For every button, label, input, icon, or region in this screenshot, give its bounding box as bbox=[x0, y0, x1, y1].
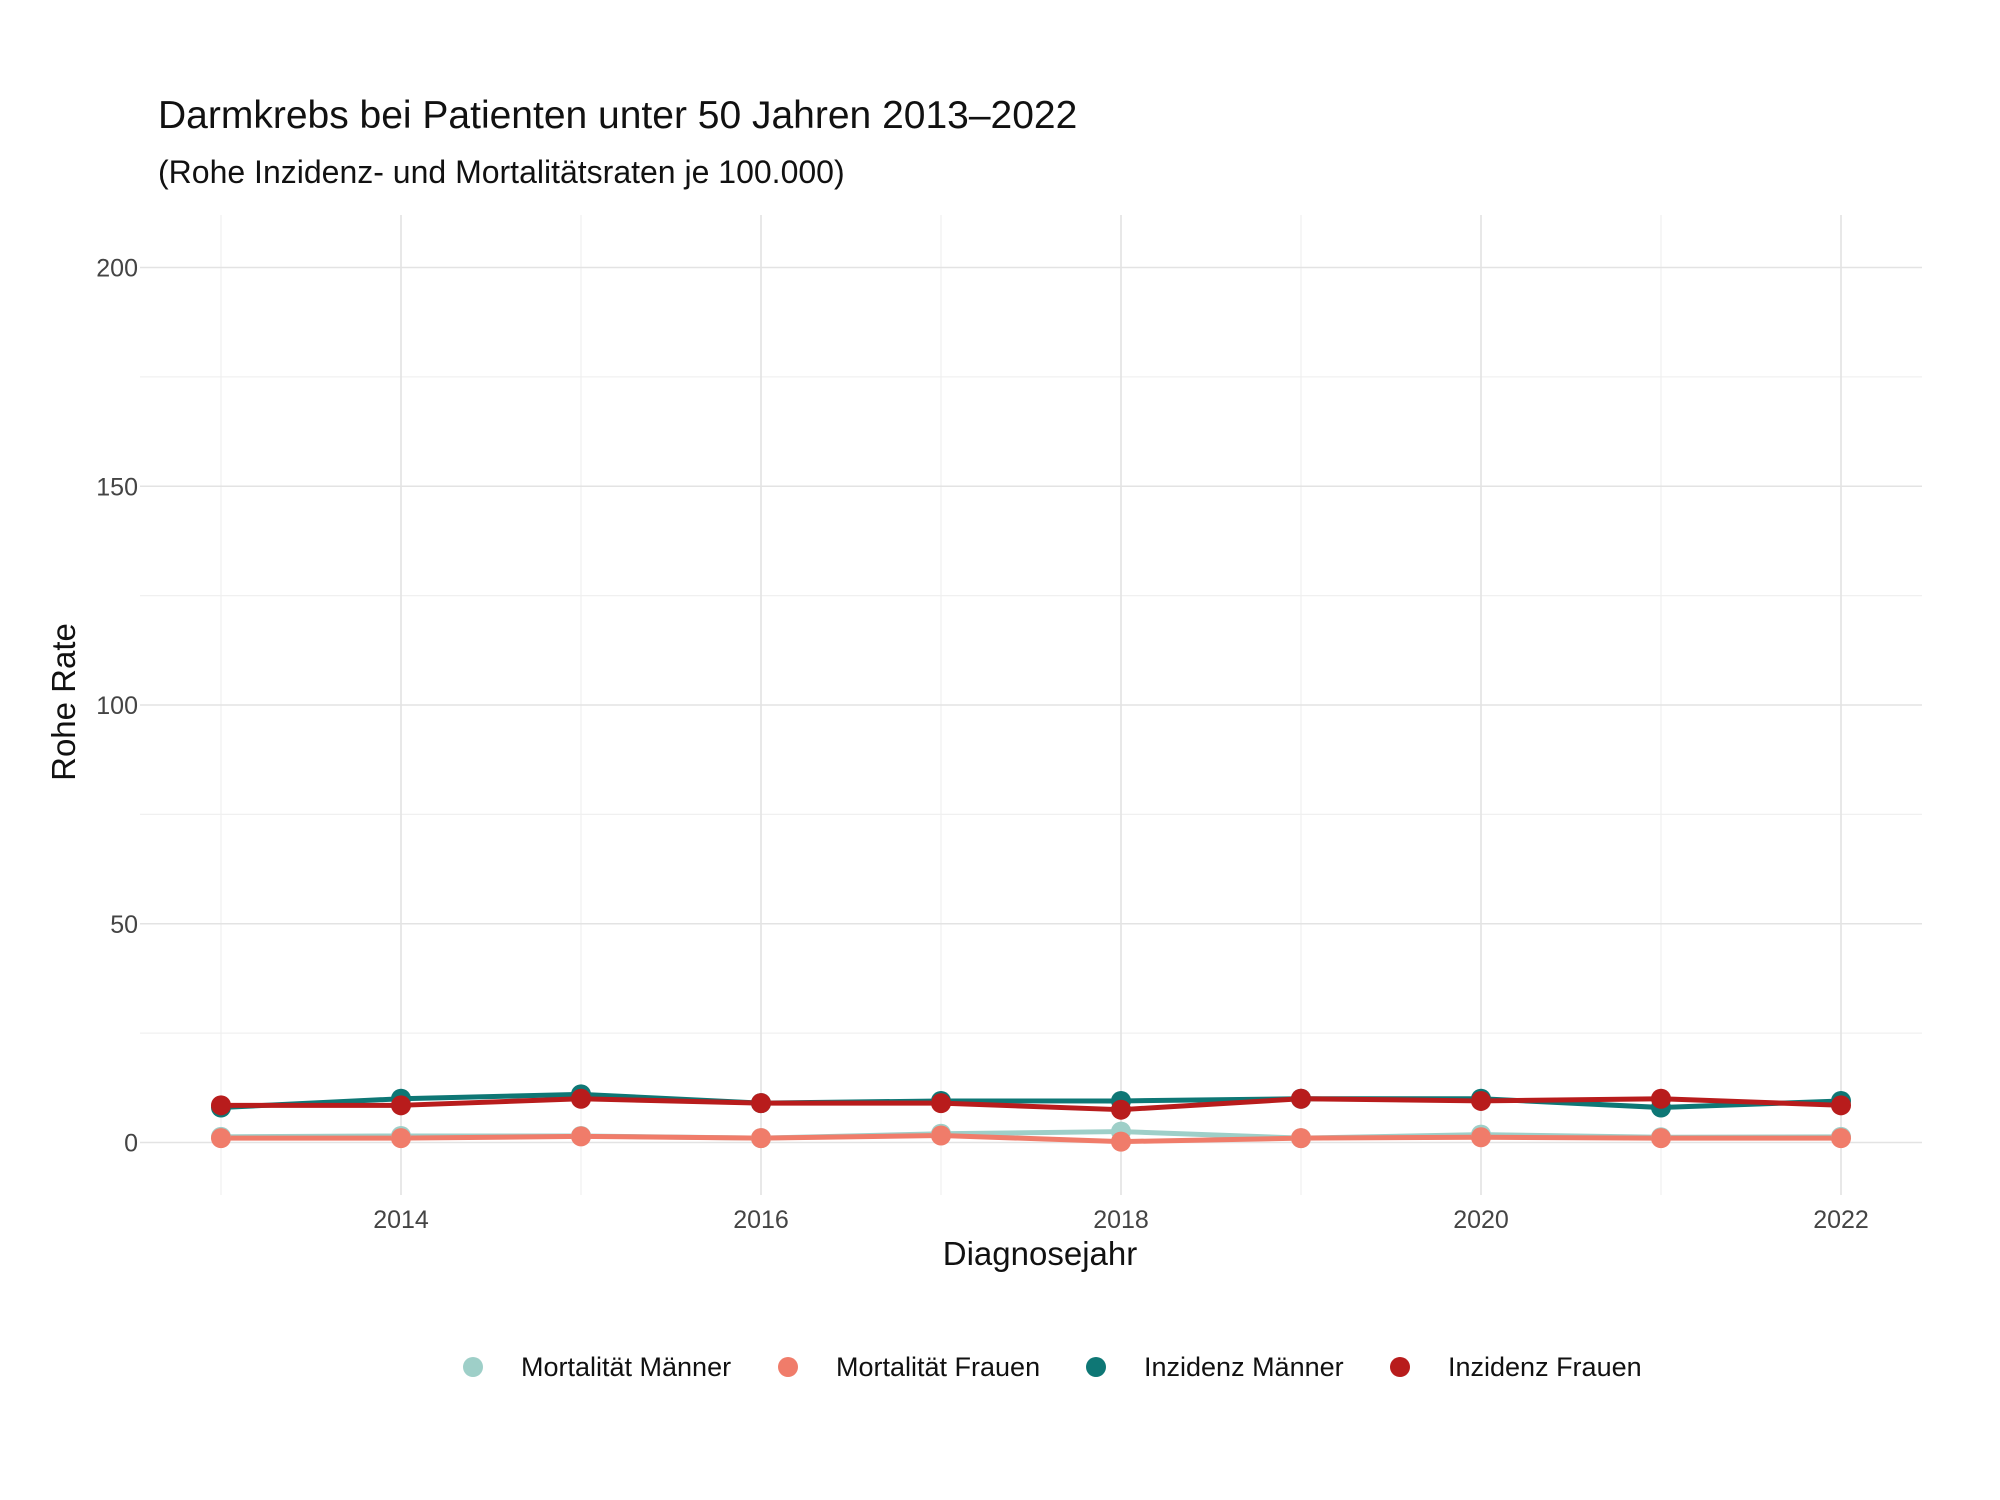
grid bbox=[140, 215, 1922, 1195]
legend-label-2: Mortalität Frauen bbox=[836, 1352, 1040, 1382]
data-point-4-2021 bbox=[1651, 1088, 1671, 1109]
x-tick-label: 2020 bbox=[1453, 1206, 1509, 1234]
series-points bbox=[211, 1084, 1851, 1152]
data-point-2-2017 bbox=[931, 1125, 951, 1146]
data-point-4-2013 bbox=[211, 1095, 231, 1116]
x-axis-title: Diagnosejahr bbox=[943, 1235, 1137, 1272]
chart-title: Darmkrebs bei Patienten unter 50 Jahren … bbox=[158, 94, 1077, 137]
y-tick-label: 200 bbox=[96, 255, 138, 283]
legend-label-1: Mortalität Männer bbox=[521, 1352, 731, 1382]
chart-subtitle: (Rohe Inzidenz- und Mortalitätsraten je … bbox=[158, 154, 845, 190]
y-tick-label: 50 bbox=[110, 911, 138, 939]
y-axis-title: Rohe Rate bbox=[45, 623, 82, 781]
series-line-4 bbox=[221, 1096, 1842, 1113]
legend-label-4: Inzidenz Frauen bbox=[1448, 1352, 1642, 1382]
data-point-2-2014 bbox=[391, 1128, 411, 1149]
data-point-2-2021 bbox=[1651, 1128, 1671, 1149]
series-line-2 bbox=[221, 1133, 1841, 1145]
data-point-4-2018 bbox=[1111, 1099, 1131, 1120]
x-tick-label: 2022 bbox=[1813, 1206, 1869, 1234]
data-point-2-2020 bbox=[1471, 1127, 1491, 1148]
data-point-4-2016 bbox=[751, 1093, 771, 1114]
data-point-2-2015 bbox=[571, 1126, 591, 1147]
y-axis: 0 50 100 150 200 bbox=[96, 255, 138, 1158]
data-point-2-2013 bbox=[211, 1128, 231, 1149]
data-point-2-2016 bbox=[751, 1128, 771, 1149]
data-point-2-2019 bbox=[1291, 1128, 1311, 1149]
legend-swatch-3 bbox=[1086, 1357, 1106, 1377]
legend-swatch-2 bbox=[778, 1357, 798, 1377]
data-point-4-2014 bbox=[391, 1095, 411, 1116]
data-point-4-2022 bbox=[1831, 1095, 1851, 1116]
y-tick-label: 100 bbox=[96, 692, 138, 720]
data-point-4-2019 bbox=[1291, 1088, 1311, 1109]
legend-swatch-1 bbox=[463, 1357, 483, 1377]
series-line-3 bbox=[220, 1091, 1842, 1110]
legend-swatch-4 bbox=[1390, 1357, 1410, 1377]
x-tick-label: 2014 bbox=[373, 1206, 429, 1234]
data-point-4-2015 bbox=[571, 1088, 591, 1109]
data-point-4-2020 bbox=[1471, 1090, 1491, 1111]
legend-label-3: Inzidenz Männer bbox=[1144, 1352, 1344, 1382]
x-tick-label: 2018 bbox=[1093, 1206, 1149, 1234]
y-tick-label: 150 bbox=[96, 473, 138, 501]
series-lines bbox=[220, 1091, 1842, 1145]
y-tick-label: 0 bbox=[124, 1130, 138, 1158]
legend: Mortalität Männer Mortalität Frauen Inzide… bbox=[463, 1352, 1642, 1382]
x-axis: 2014 2016 2018 2020 2022 bbox=[373, 1206, 1869, 1234]
x-tick-label: 2016 bbox=[733, 1206, 789, 1234]
data-point-4-2017 bbox=[931, 1093, 951, 1114]
data-point-2-2022 bbox=[1831, 1128, 1851, 1149]
data-point-2-2018 bbox=[1111, 1131, 1131, 1152]
